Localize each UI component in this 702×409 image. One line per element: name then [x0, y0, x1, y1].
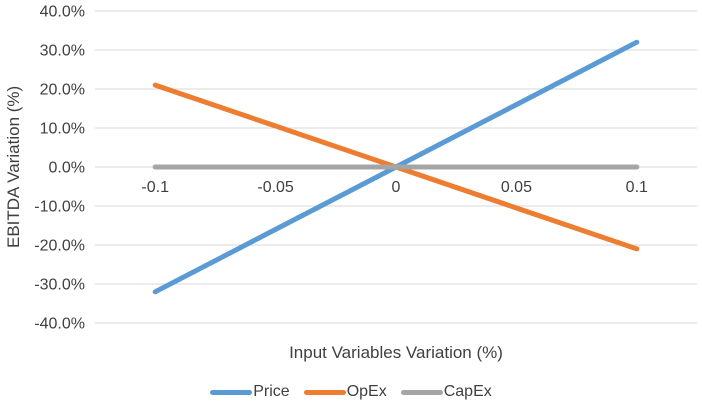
price-line-swatch [210, 389, 253, 395]
y-tick-label: 20.0% [40, 82, 85, 99]
y-tick-label: -40.0% [34, 316, 85, 333]
plot-area: 40.0% 30.0% 20.0% 10.0% 0.0% -10.0% -20.0% -30.… [34, 4, 697, 333]
y-tick-label: 40.0% [40, 4, 85, 21]
legend-item-price: Price [210, 383, 290, 401]
legend-label-price: Price [253, 383, 290, 400]
y-tick-label: -30.0% [34, 277, 85, 294]
y-tick-label: 30.0% [40, 43, 85, 60]
x-tick-label: -0.1 [141, 179, 169, 196]
x-tick-label: 0.1 [626, 179, 648, 196]
legend-label-capex: CapEx [443, 383, 492, 400]
x-tick-label: 0.05 [501, 179, 532, 196]
legend-item-opex: OpEx [303, 383, 387, 401]
y-tick-label: 10.0% [40, 121, 85, 138]
legend-item-capex: CapEx [400, 383, 492, 401]
y-tick-label: 0.0% [49, 160, 85, 177]
capex-line-swatch [400, 389, 443, 395]
opex-line-swatch [303, 389, 346, 395]
x-tick-label: -0.05 [257, 179, 294, 196]
y-tick-label: -10.0% [34, 199, 85, 216]
legend: Price OpEx CapEx [0, 381, 702, 403]
y-tick-label: -20.0% [34, 238, 85, 255]
legend-label-opex: OpEx [346, 383, 387, 400]
x-tick-label: 0 [392, 179, 401, 196]
x-axis-title: Input Variables Variation (%) [289, 343, 503, 362]
